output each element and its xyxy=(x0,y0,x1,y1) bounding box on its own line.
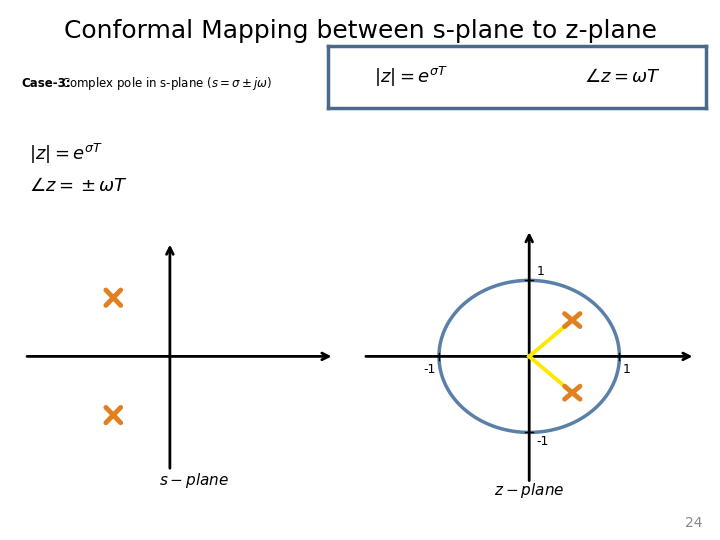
Text: Complex pole in s-plane ($s = \sigma \pm j\omega$): Complex pole in s-plane ($s = \sigma \pm… xyxy=(61,75,272,92)
Text: $\angle z = \omega T$: $\angle z = \omega T$ xyxy=(584,68,661,86)
Text: 1: 1 xyxy=(623,363,631,376)
Text: Case-3:: Case-3: xyxy=(22,77,71,90)
Text: -1: -1 xyxy=(423,363,436,376)
Text: $|z| = e^{\sigma T}$: $|z| = e^{\sigma T}$ xyxy=(374,65,448,89)
Text: $z-plane$: $z-plane$ xyxy=(494,481,564,500)
Text: 24: 24 xyxy=(685,516,702,530)
Text: $\angle z = \pm\omega T$: $\angle z = \pm\omega T$ xyxy=(29,177,128,195)
Text: 1: 1 xyxy=(536,265,544,278)
Text: $|z| = e^{\sigma T}$: $|z| = e^{\sigma T}$ xyxy=(29,142,103,166)
Text: Conformal Mapping between s-plane to z-plane: Conformal Mapping between s-plane to z-p… xyxy=(63,19,657,43)
Text: -1: -1 xyxy=(536,435,549,448)
Text: $s-plane$: $s-plane$ xyxy=(159,471,229,490)
